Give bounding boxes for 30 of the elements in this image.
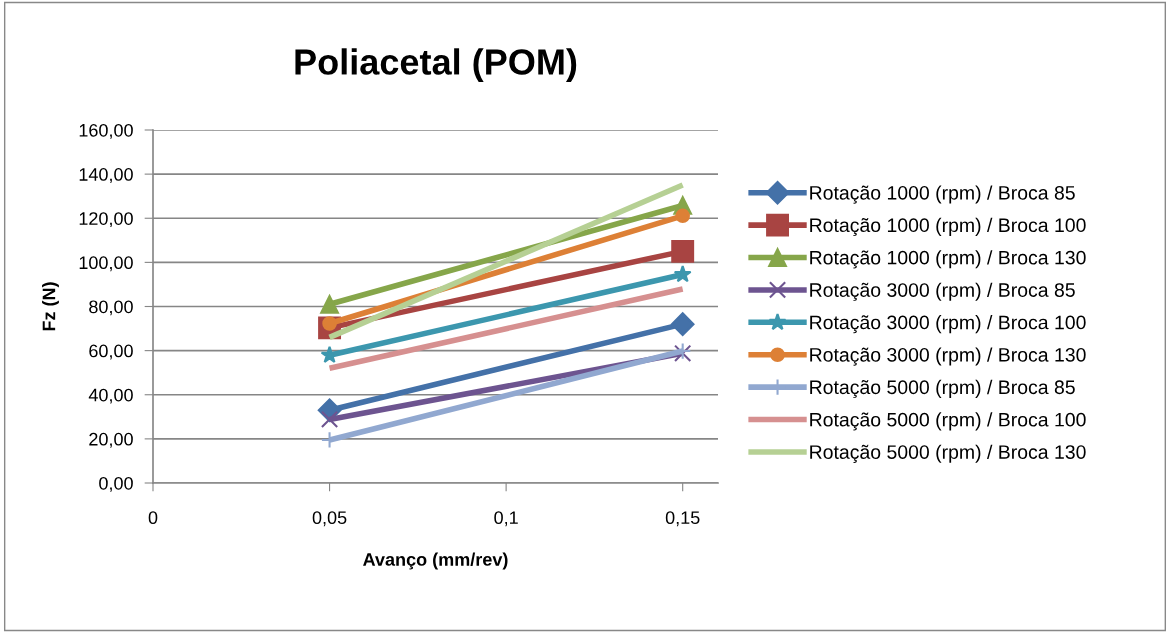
legend-label: Rotação 5000 (rpm) / Broca 85 bbox=[810, 379, 1075, 399]
point bbox=[320, 294, 339, 314]
legend-label: Rotação 3000 (rpm) / Broca 100 bbox=[810, 315, 1086, 334]
y-tick-label: 20,00 bbox=[89, 432, 133, 448]
legend-label: Rotação 1000 (rpm) / Broca 130 bbox=[810, 250, 1086, 269]
x-tick-label: 0 bbox=[148, 511, 158, 525]
point bbox=[675, 208, 690, 224]
legend-label: Rotação 3000 (rpm) / Broca 85 bbox=[810, 282, 1075, 301]
y-tick-label: 120,00 bbox=[79, 212, 133, 228]
x-tick-label: 0,05 bbox=[312, 511, 347, 527]
x-tick-label: 0,1 bbox=[494, 511, 518, 527]
legend-label: Rotação 1000 (rpm) / Broca 85 bbox=[810, 185, 1075, 204]
legend-label: Rotação 5000 (rpm) / Broca 130 bbox=[810, 444, 1086, 463]
legend-label: Rotação 3000 (rpm) / Broca 130 bbox=[810, 347, 1086, 366]
x-tick-label: 0,15 bbox=[665, 511, 700, 527]
y-tick-label: 140,00 bbox=[79, 168, 133, 183]
legend-label: Rotação 5000 (rpm) / Broca 100 bbox=[810, 412, 1086, 431]
point bbox=[673, 265, 692, 283]
y-tick-label: 160,00 bbox=[79, 123, 133, 139]
y-tick-label: 0,00 bbox=[99, 476, 133, 492]
chart-title: Poliacetal (POM) bbox=[295, 48, 577, 82]
y-tick-label: 40,00 bbox=[88, 388, 133, 404]
y-tick-label: 60,00 bbox=[89, 344, 133, 360]
point bbox=[670, 312, 695, 336]
point bbox=[671, 239, 695, 263]
y-tick-label: 80,00 bbox=[89, 300, 133, 316]
legend-label: Rotação 1000 (rpm) / Broca 100 bbox=[810, 217, 1086, 237]
y-axis-title: Fz (N) bbox=[42, 282, 59, 331]
y-tick-label: 100,00 bbox=[79, 256, 133, 272]
x-axis-title: Avanço (mm/rev) bbox=[363, 552, 508, 570]
